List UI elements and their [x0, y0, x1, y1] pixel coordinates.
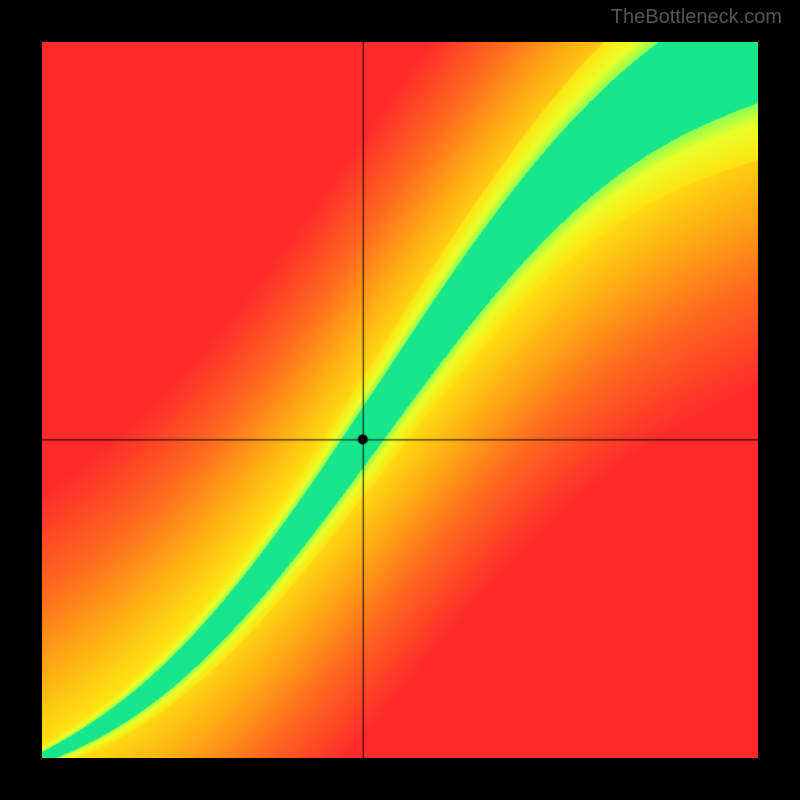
watermark-text: TheBottleneck.com	[611, 6, 782, 29]
heatmap-plot-area	[42, 42, 758, 758]
heatmap-canvas	[42, 42, 758, 758]
chart-container: TheBottleneck.com	[0, 0, 800, 800]
